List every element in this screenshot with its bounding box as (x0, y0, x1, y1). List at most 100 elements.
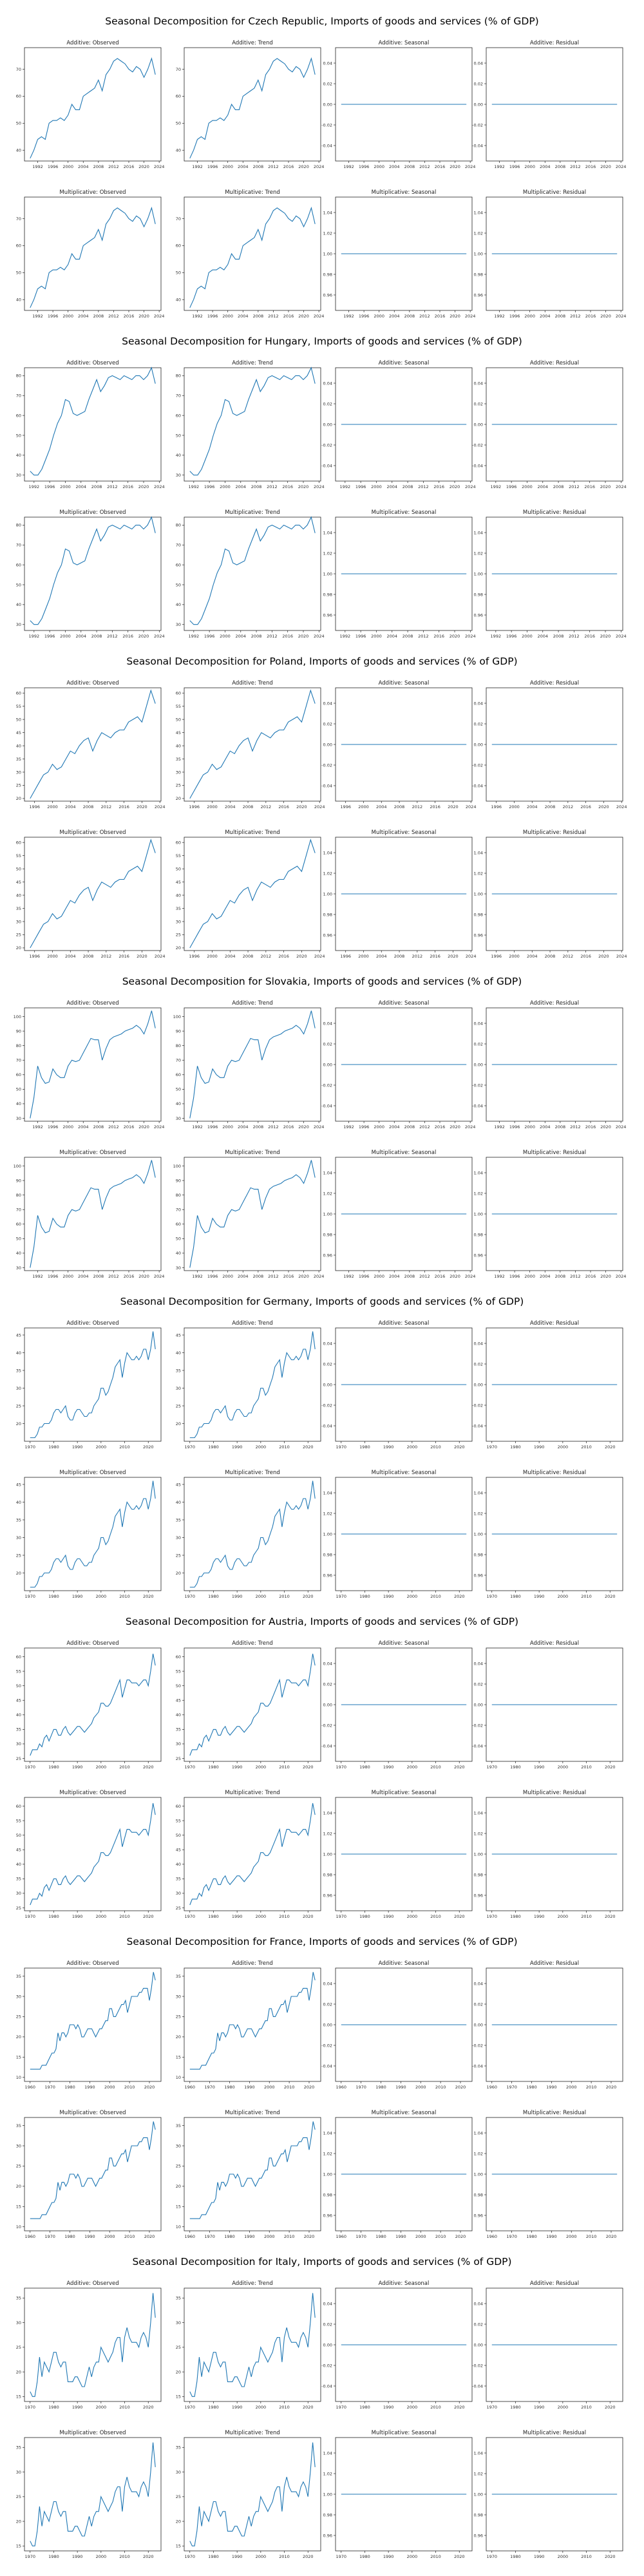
x-tick-label: 1990 (383, 1444, 394, 1450)
x-tick-label: 2016 (124, 164, 135, 169)
poland-multiplicative-trend-title: Multiplicative: Trend (225, 829, 280, 836)
x-tick-label: 2012 (268, 1124, 279, 1130)
x-tick-label: 2024 (616, 484, 627, 489)
y-tick-label: 0.04 (323, 1021, 332, 1026)
x-tick-label: 2004 (78, 164, 89, 169)
czech-republic-additive-seasonal-title: Additive: Seasonal (379, 40, 430, 46)
x-tick-label: 1996 (48, 164, 59, 169)
x-tick-label: 1990 (84, 2085, 95, 2090)
y-tick-label: 25 (176, 2345, 181, 2350)
x-tick-label: 2010 (430, 1765, 441, 1770)
x-tick-label: 2000 (407, 2554, 418, 2559)
x-tick-label: 2000 (222, 1274, 233, 1279)
x-tick-label: 1990 (244, 2234, 255, 2239)
x-tick-label: 2000 (104, 2234, 115, 2239)
x-tick-label: 2020 (605, 2554, 616, 2559)
y-tick-label: 60 (176, 243, 181, 249)
y-tick-label: 90 (176, 1028, 181, 1034)
y-tick-label: 0.96 (474, 2533, 483, 2538)
x-tick-label: 2000 (566, 2234, 577, 2239)
austria-additive-residual-panel: Additive: Residual 1970 1980 1990 2000 2010 20… (472, 1640, 623, 1770)
x-tick-label: 2020 (450, 634, 460, 639)
x-tick-label: 2012 (268, 314, 279, 319)
czech-republic-multiplicative-seasonal-panel: Multiplicative: Seasonal 1992 1996 2000 2004… (323, 189, 476, 319)
x-tick-label: 2020 (303, 1765, 314, 1770)
italy-additive-residual-panel: Additive: Residual 1970 1980 1990 2000 2010 20… (472, 2280, 623, 2410)
y-tick-label: 25 (176, 2494, 181, 2499)
y-tick-label: -0.02 (321, 1723, 332, 1728)
germany-additive-trend-title: Additive: Trend (232, 1320, 273, 1327)
y-tick-label: 1.02 (323, 1831, 332, 1836)
x-tick-label: 2012 (570, 1274, 581, 1279)
y-tick-label: 1.04 (323, 2450, 332, 2456)
hungary-multiplicative-observed-series-line (30, 516, 156, 625)
y-tick-label: 35 (16, 2123, 21, 2128)
x-tick-label: 2020 (598, 804, 609, 810)
y-tick-label: 1.02 (323, 551, 332, 556)
y-tick-label: 40 (176, 1101, 181, 1106)
italy-additive-trend-panel: Additive: Trend 1970 1980 1990 2000 2010 2020 1… (176, 2280, 321, 2410)
x-tick-label: 2012 (563, 804, 574, 810)
austria-multiplicative-observed-axes (24, 1797, 162, 1911)
poland-additive-residual-title: Additive: Residual (530, 680, 579, 687)
france-multiplicative-observed-axes (24, 2117, 162, 2231)
x-tick-label: 2020 (143, 1594, 154, 1599)
x-tick-label: 1990 (395, 2085, 406, 2090)
x-tick-label: 2004 (540, 164, 551, 169)
y-tick-label: 35 (16, 1368, 21, 1373)
germany-additive-observed-series-line (30, 1331, 156, 1439)
y-tick-label: 1.02 (323, 2151, 332, 2156)
y-tick-label: 0.04 (474, 701, 483, 706)
y-tick-label: 0.98 (323, 1872, 332, 1877)
austria-additive-trend-axes (184, 1647, 321, 1762)
y-tick-label: 40 (176, 1251, 181, 1256)
y-tick-label: 50 (176, 1236, 181, 1242)
germany-multiplicative-trend-series-line (189, 1481, 316, 1588)
czech-republic-additive-trend-panel: Additive: Trend 1992 1996 2000 2004 2008 2012 2… (176, 40, 325, 169)
y-tick-label: 30 (176, 1741, 181, 1747)
y-tick-label: 0.02 (323, 2322, 332, 2327)
x-tick-label: 1970 (336, 1444, 346, 1450)
y-tick-label: 55 (16, 1818, 21, 1823)
italy-additive-observed-series-line (30, 2293, 156, 2397)
france-multiplicative-seasonal-title: Multiplicative: Seasonal (372, 2110, 437, 2116)
x-tick-label: 1980 (224, 2085, 235, 2090)
france-multiplicative-seasonal-panel: Multiplicative: Seasonal 1960 1970 1980 1990… (323, 2110, 473, 2239)
y-tick-label: 50 (16, 582, 21, 587)
y-tick-label: -0.04 (321, 2383, 332, 2389)
italy-multiplicative-observed-axes (24, 2437, 162, 2552)
y-tick-label: 25 (176, 1553, 181, 1558)
hungary-multiplicative-seasonal-title: Multiplicative: Seasonal (372, 509, 437, 516)
y-tick-label: 50 (16, 1833, 21, 1838)
italy-figure-title: Seasonal Decomposition for Italy, Import… (132, 2256, 512, 2268)
y-tick-label: 20 (176, 2034, 181, 2040)
y-tick-label: 35 (16, 1727, 21, 1732)
y-tick-label: 0.00 (323, 1702, 332, 1707)
x-tick-label: 2008 (251, 634, 262, 639)
x-tick-label: 1970 (336, 1914, 346, 1919)
x-tick-label: 1980 (48, 1914, 59, 1919)
y-tick-label: -0.04 (472, 463, 483, 468)
y-tick-label: -0.02 (321, 1403, 332, 1408)
y-tick-label: 55 (176, 1818, 181, 1823)
x-tick-label: 2010 (279, 2405, 290, 2410)
y-tick-label: 25 (16, 1553, 21, 1558)
x-tick-label: 1970 (336, 1594, 346, 1599)
x-tick-label: 2020 (296, 954, 307, 959)
x-tick-label: 2024 (314, 804, 325, 810)
x-tick-label: 2024 (616, 634, 627, 639)
x-tick-label: 2000 (558, 1914, 569, 1919)
y-tick-label: 40 (176, 1350, 181, 1356)
x-tick-label: 2000 (256, 1765, 267, 1770)
x-tick-label: 1970 (336, 2554, 346, 2559)
poland-additive-trend-axes (184, 687, 321, 802)
x-tick-label: 2012 (108, 1124, 119, 1130)
y-tick-label: 40 (16, 1862, 21, 1867)
x-tick-label: 2000 (524, 164, 535, 169)
x-tick-label: 2024 (466, 954, 477, 959)
x-tick-label: 1990 (72, 2405, 83, 2410)
y-tick-label: 0.00 (474, 2022, 483, 2027)
y-tick-label: 1.04 (323, 530, 332, 535)
